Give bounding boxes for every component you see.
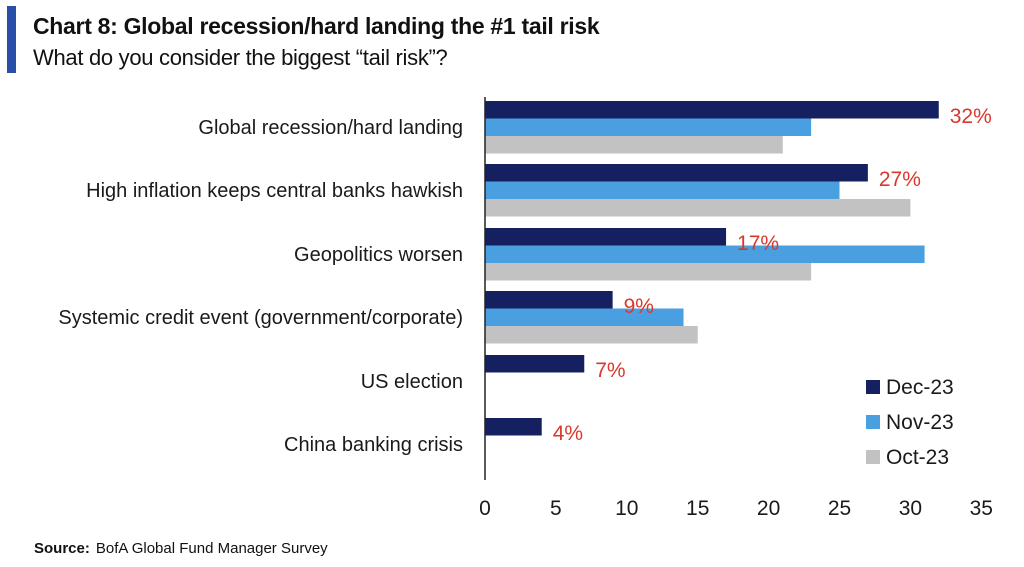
- x-tick-label: 5: [550, 497, 562, 520]
- bar-nov-23-3: [485, 308, 684, 326]
- category-label: Systemic credit event (government/corpor…: [58, 307, 463, 329]
- x-tick-label: 30: [899, 497, 922, 520]
- data-label: 9%: [624, 295, 654, 318]
- x-tick-label: 0: [479, 497, 491, 520]
- bar-oct-23-0: [485, 136, 783, 154]
- bar-oct-23-3: [485, 326, 698, 344]
- bar-dec-23-4: [485, 355, 585, 373]
- x-tick-label: 20: [757, 497, 780, 520]
- category-label: High inflation keeps central banks hawki…: [86, 180, 463, 202]
- legend-swatch-nov-23: [866, 415, 880, 429]
- legend-label-dec-23: Dec-23: [886, 376, 954, 399]
- bar-oct-23-1: [485, 199, 911, 217]
- data-label: 27%: [879, 168, 921, 191]
- bar-dec-23-3: [485, 291, 613, 309]
- x-tick-label: 25: [828, 497, 851, 520]
- category-label: US election: [361, 371, 463, 393]
- data-label: 17%: [737, 232, 779, 255]
- bar-nov-23-1: [485, 181, 840, 199]
- title-accent-bar: [7, 6, 16, 73]
- x-tick-label: 35: [970, 497, 993, 520]
- bar-dec-23-0: [485, 101, 939, 119]
- data-label: 4%: [553, 422, 583, 445]
- bar-oct-23-2: [485, 263, 812, 281]
- data-label: 32%: [950, 105, 992, 128]
- category-label: China banking crisis: [284, 434, 463, 456]
- source-label: Source:: [34, 540, 90, 557]
- bar-nov-23-0: [485, 118, 812, 136]
- bar-dec-23-1: [485, 164, 868, 182]
- legend-swatch-dec-23: [866, 380, 880, 394]
- x-tick-label: 15: [686, 497, 709, 520]
- bar-nov-23-2: [485, 245, 925, 263]
- category-label: Geopolitics worsen: [294, 244, 463, 266]
- chart-subtitle: What do you consider the biggest “tail r…: [33, 45, 448, 70]
- bar-dec-23-2: [485, 228, 727, 246]
- bar-dec-23-5: [485, 418, 542, 436]
- legend-swatch-oct-23: [866, 450, 880, 464]
- legend-label-nov-23: Nov-23: [886, 411, 954, 434]
- source-text: BofA Global Fund Manager Survey: [95, 540, 328, 557]
- legend-label-oct-23: Oct-23: [886, 446, 949, 469]
- chart-title: Chart 8: Global recession/hard landing t…: [33, 13, 600, 39]
- x-tick-label: 10: [615, 497, 638, 520]
- source-note: Source: BofA Global Fund Manager Survey: [34, 540, 328, 557]
- data-label: 7%: [595, 359, 625, 382]
- category-label: Global recession/hard landing: [198, 117, 463, 139]
